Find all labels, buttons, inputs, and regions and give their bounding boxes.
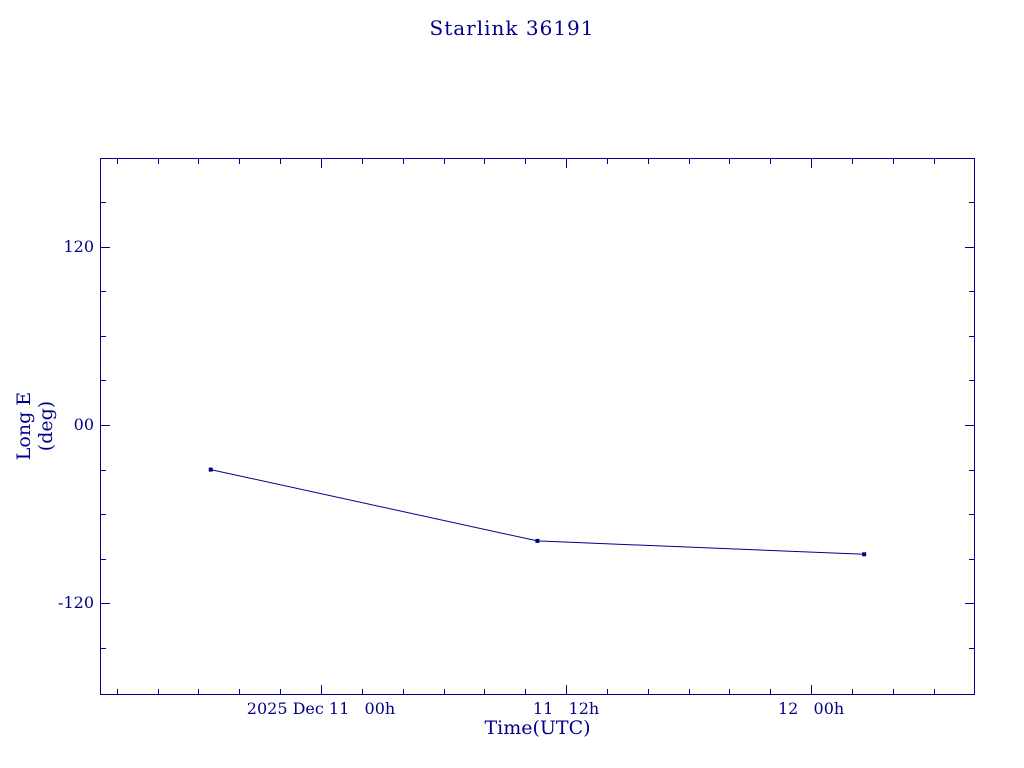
x-tick-label: 2025 Dec 11 00h — [246, 699, 396, 718]
data-point-marker — [535, 538, 540, 543]
x-tick-label: 12 00h — [777, 699, 845, 718]
data-point-marker — [862, 552, 867, 557]
x-tick-label: 11 12h — [532, 699, 600, 718]
plot-frame — [100, 158, 975, 695]
y-tick-label: -120 — [58, 593, 94, 613]
y-tick-label: 120 — [63, 236, 94, 256]
plot-canvas — [100, 158, 975, 695]
chart-title: Starlink 36191 — [429, 16, 595, 40]
data-point-marker — [208, 467, 213, 472]
x-axis-label: Time(UTC) — [484, 717, 591, 739]
y-tick-label: 00 — [73, 415, 94, 434]
